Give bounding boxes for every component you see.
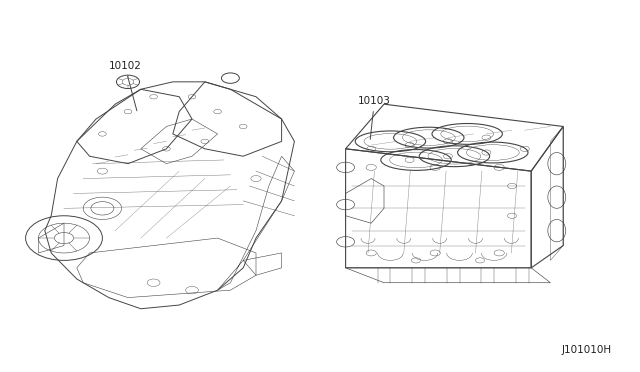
Text: 10103: 10103 [358, 96, 391, 140]
Text: 10102: 10102 [108, 61, 141, 111]
Text: J101010H: J101010H [561, 345, 611, 355]
